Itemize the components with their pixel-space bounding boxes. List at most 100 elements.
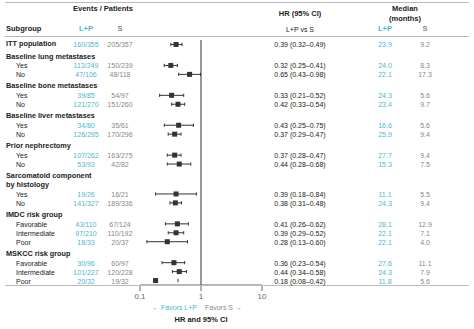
html-text:0.38 (0.31–0.48): 0.38 (0.31–0.48) xyxy=(274,199,326,207)
html-text:0.37 (0.29–0.47): 0.37 (0.29–0.47) xyxy=(274,130,326,138)
html-text:43/110: 43/110 xyxy=(75,220,97,228)
html-text:11.1: 11.1 xyxy=(378,190,392,198)
html-text:Sarcomatoid component: Sarcomatoid component xyxy=(6,171,92,181)
html-text:163/275: 163/275 xyxy=(107,151,133,159)
html-text:No: No xyxy=(16,160,25,168)
html-text:19/26: 19/26 xyxy=(77,190,95,198)
html-text:5.6: 5.6 xyxy=(420,91,430,99)
svg-text:1: 1 xyxy=(199,292,204,301)
html-text:0.65 (0.43–0.98): 0.65 (0.43–0.98) xyxy=(274,70,326,78)
html-text:151/260: 151/260 xyxy=(107,100,133,108)
html-text:0.42 (0.33–0.54): 0.42 (0.33–0.54) xyxy=(274,100,326,108)
html-text:24.3: 24.3 xyxy=(378,91,392,99)
html-text:Median: Median xyxy=(392,4,418,14)
svg-text:10: 10 xyxy=(258,292,267,301)
html-text:Favorable: Favorable xyxy=(16,220,48,228)
html-text:Baseline bone metastases: Baseline bone metastases xyxy=(6,81,98,91)
html-text:48/118: 48/118 xyxy=(109,70,131,78)
html-text:Baseline lung metastases: Baseline lung metastases xyxy=(6,51,96,61)
html-text:Yes: Yes xyxy=(16,91,28,99)
html-text:24.3: 24.3 xyxy=(378,199,392,207)
html-text:No: No xyxy=(16,199,25,207)
html-text:110/192: 110/192 xyxy=(107,229,133,237)
html-text:ITT population: ITT population xyxy=(6,39,57,49)
html-text:0.32 (0.25–0.41): 0.32 (0.25–0.41) xyxy=(274,61,326,69)
html-text:Yes: Yes xyxy=(16,61,28,69)
html-text:16.6: 16.6 xyxy=(378,121,392,129)
html-text:54/97: 54/97 xyxy=(111,91,129,99)
html-text:170/296: 170/296 xyxy=(107,130,133,138)
html-text:0.43 (0.25–0.75): 0.43 (0.25–0.75) xyxy=(274,121,326,129)
html-text:8.3: 8.3 xyxy=(420,61,430,69)
html-text:20/37: 20/37 xyxy=(111,238,129,246)
html-text:126/295: 126/295 xyxy=(73,130,99,138)
html-text:25.9: 25.9 xyxy=(378,130,392,138)
html-text:113/249: 113/249 xyxy=(73,61,99,69)
html-text:12.9: 12.9 xyxy=(418,220,432,228)
html-text:34/80: 34/80 xyxy=(77,121,95,129)
html-text:7.5: 7.5 xyxy=(420,160,430,168)
html-text:MSKCC risk group: MSKCC risk group xyxy=(6,249,71,259)
html-text:0.28 (0.13–0.60): 0.28 (0.13–0.60) xyxy=(274,238,326,246)
html-text:Events / Patients: Events / Patients xyxy=(73,4,133,14)
html-text:23.4: 23.4 xyxy=(378,100,392,108)
html-text:35/61: 35/61 xyxy=(111,121,129,129)
html-text:189/336: 189/336 xyxy=(107,199,133,207)
html-text:4.0: 4.0 xyxy=(420,238,430,246)
html-text:141/327: 141/327 xyxy=(73,199,99,207)
html-text:107/262: 107/262 xyxy=(73,151,99,159)
html-text:Subgroup: Subgroup xyxy=(6,24,42,34)
html-text:22.1: 22.1 xyxy=(378,70,392,78)
html-text:27.7: 27.7 xyxy=(378,151,392,159)
html-text:Yes: Yes xyxy=(16,190,28,198)
html-text:150/239: 150/239 xyxy=(107,61,133,69)
svg-text:0.1: 0.1 xyxy=(134,292,146,301)
html-text:22.1: 22.1 xyxy=(378,229,392,237)
html-text:0.33 (0.21–0.52): 0.33 (0.21–0.52) xyxy=(274,91,326,99)
html-text:17.3: 17.3 xyxy=(418,70,432,78)
html-text:Prior nephrectomy: Prior nephrectomy xyxy=(6,141,71,151)
html-text:47/106: 47/106 xyxy=(75,70,97,78)
html-text:0.41 (0.26–0.62): 0.41 (0.26–0.62) xyxy=(274,220,326,228)
html-text:97/210: 97/210 xyxy=(75,229,97,237)
html-text:by histology: by histology xyxy=(6,180,49,190)
html-text:22.1: 22.1 xyxy=(378,238,392,246)
html-text:28.1: 28.1 xyxy=(378,220,392,228)
html-text:42/82: 42/82 xyxy=(111,160,129,168)
html-text:9.4: 9.4 xyxy=(420,199,430,207)
html-text:No: No xyxy=(16,70,25,78)
html-text:Poor: Poor xyxy=(16,238,31,246)
html-text:HR (95% CI): HR (95% CI) xyxy=(278,9,322,19)
html-text:0.39 (0.18–0.84): 0.39 (0.18–0.84) xyxy=(274,190,326,198)
html-text:L+P: L+P xyxy=(378,24,392,34)
html-text:121/270: 121/270 xyxy=(73,100,99,108)
html-text:Baseline liver metastases: Baseline liver metastases xyxy=(6,111,95,121)
html-text:L+P: L+P xyxy=(79,24,93,34)
html-text:IMDC risk group: IMDC risk group xyxy=(6,210,63,220)
html-text:18/33: 18/33 xyxy=(77,238,95,246)
html-text:Favorable: Favorable xyxy=(16,259,48,267)
html-text:9.4: 9.4 xyxy=(420,130,430,138)
html-text:39/85: 39/85 xyxy=(77,91,95,99)
html-text:No: No xyxy=(16,100,25,108)
html-text:Intermediate: Intermediate xyxy=(16,229,55,237)
html-text:5.5: 5.5 xyxy=(420,190,430,198)
html-text:(months): (months) xyxy=(389,14,421,24)
html-text:Yes: Yes xyxy=(16,151,28,159)
html-text:9.4: 9.4 xyxy=(420,151,430,159)
html-text:15.3: 15.3 xyxy=(378,160,392,168)
html-text:16/21: 16/21 xyxy=(111,190,129,198)
html-text:L+P vs S: L+P vs S xyxy=(286,25,314,33)
html-text:Yes: Yes xyxy=(16,121,28,129)
html-text:0.37 (0.28–0.47): 0.37 (0.28–0.47) xyxy=(274,151,326,159)
html-text:67/124: 67/124 xyxy=(109,220,131,228)
html-text:7.1: 7.1 xyxy=(420,229,430,237)
html-text:9.7: 9.7 xyxy=(420,100,430,108)
html-text:5.6: 5.6 xyxy=(420,121,430,129)
html-text:0.39 (0.29–0.52): 0.39 (0.29–0.52) xyxy=(274,229,326,237)
html-text:No: No xyxy=(16,130,25,138)
html-text:0.44 (0.28–0.68): 0.44 (0.28–0.68) xyxy=(274,160,326,168)
html-text:53/93: 53/93 xyxy=(77,160,95,168)
html-text:HR and 95% CI: HR and 95% CI xyxy=(174,315,228,325)
html-text:24.0: 24.0 xyxy=(378,61,392,69)
